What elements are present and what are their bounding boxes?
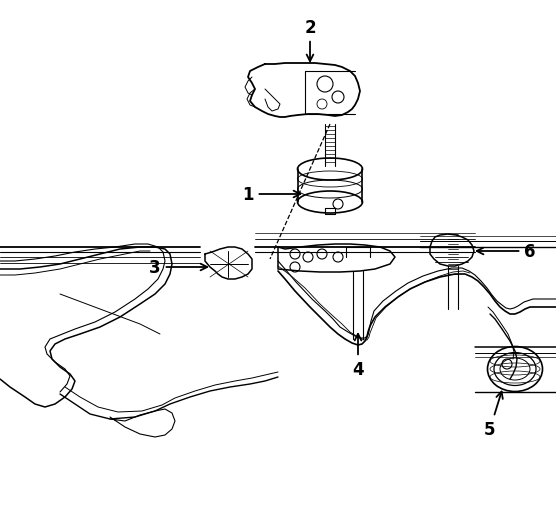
Text: 4: 4 (352, 334, 364, 378)
Text: 3: 3 (149, 259, 207, 276)
Text: 5: 5 (484, 392, 503, 438)
Text: 2: 2 (304, 19, 316, 62)
Text: 6: 6 (477, 242, 536, 261)
Text: 1: 1 (242, 186, 300, 204)
